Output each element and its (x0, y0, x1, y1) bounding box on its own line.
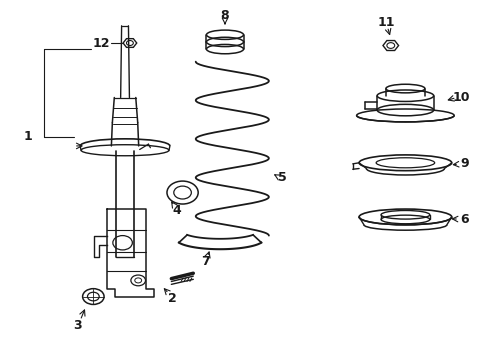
Text: 12: 12 (93, 36, 110, 50)
Text: 3: 3 (73, 319, 82, 332)
Text: 10: 10 (452, 91, 469, 104)
Text: 4: 4 (172, 204, 181, 217)
Text: 9: 9 (460, 157, 468, 170)
Text: 6: 6 (460, 213, 468, 226)
Text: 11: 11 (376, 16, 394, 29)
Text: 1: 1 (23, 130, 32, 144)
Text: 5: 5 (278, 171, 286, 184)
Text: 2: 2 (167, 292, 176, 305)
Text: 7: 7 (201, 255, 209, 268)
Text: 8: 8 (220, 9, 229, 22)
